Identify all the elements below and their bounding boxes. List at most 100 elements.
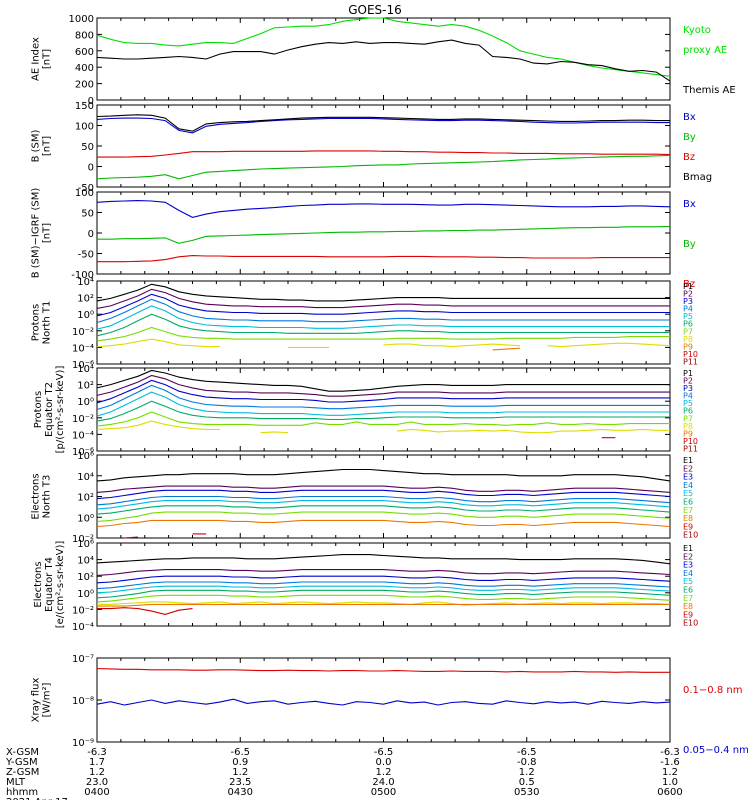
series-line-pn-5 [96,313,670,337]
ephemeris-value: 0430 [228,787,253,798]
y-tick-label: 10² [77,381,94,392]
ephemeris-value: 1.2 [89,767,105,778]
series-line-bigrf-1 [97,225,671,244]
y-tick-label: 10⁶ [77,539,94,550]
series-line-ee-1 [96,569,671,576]
series-line-ee-0 [96,554,671,565]
legend-entry: E3 [683,561,693,570]
legend-entry: proxy AE [683,45,727,56]
y-axis-label: [W/m²] [42,682,53,717]
legend-entry: P9 [683,342,693,351]
y-tick-label: 200 [75,80,94,91]
series-line-ee-9 [97,607,193,615]
y-tick-label: 10⁻² [72,327,94,338]
panel-pe: 10⁻⁶ 10⁻⁴ 10⁻² 10⁰ 10² 10⁴ Protons Equator T2 [p… [33,364,698,458]
series-line-pe-5 [96,400,670,422]
series-line-ee-8 [97,603,670,607]
series-line-en-0 [96,468,671,482]
legend-entry: E1 [683,544,693,553]
ephemeris-value: -6.5 [374,747,394,758]
y-tick-label: -100 [71,270,94,281]
ephemeris-value: -6.5 [230,747,250,758]
legend-entry: P6 [683,320,693,329]
legend-entry: E2 [683,552,693,561]
series-line-pn-7 [96,338,671,348]
y-axis-label: Protons [31,304,42,341]
y-axis-label: Xray flux [31,678,42,723]
series-line-pe-0 [96,369,670,392]
legend-entry: 0.1−0.8 nm [683,685,742,696]
legend-entry: P7 [683,414,693,423]
series-line-pn-2 [96,293,670,317]
legend-entry: E6 [683,586,693,595]
legend-entry: E2 [683,464,693,473]
panel-frame [96,367,671,452]
series-line-pn-8 [492,347,520,351]
ephemeris-value: 0.5 [519,777,535,788]
y-tick-label: 600 [75,47,94,58]
y-axis-label: [nT] [42,49,53,69]
ephemeris-row-label: Y-GSM [5,757,38,768]
series-line-pn-0 [96,283,670,302]
legend-entry: P7 [683,327,693,336]
ephemeris-row-label: X-GSM [6,747,39,758]
panel-bigrf: -100 -50 0 50 100 B (SM)−IGRF (SM) [nT] Bx By Bz [31,188,696,290]
series-line-bsm-0 [96,117,670,134]
y-tick-label: 50 [81,142,94,153]
y-tick-label: 0 [88,96,94,107]
legend-entry: E4 [683,569,693,578]
legend-entry: P10 [683,437,698,446]
legend-entry: E5 [683,577,693,586]
legend-entry: E10 [683,531,698,540]
ephemeris-value: -6.5 [517,747,537,758]
legend-entry: P11 [683,444,698,453]
y-tick-label: 10⁰ [77,397,94,408]
legend-entry: P11 [683,357,698,366]
y-tick-label: 0 [88,229,94,240]
legend-entry: By [683,239,696,250]
panel-pn: 10⁻⁶ 10⁻⁴ 10⁻² 10⁰ 10² 10⁴ Protons North T1 P1P2… [31,277,699,371]
legend-entry: E3 [683,473,693,482]
legend-entry: P1 [683,369,693,378]
y-axis-label: Equator T2 [44,382,55,437]
panel-ee: 10⁻⁴ 10⁻² 10⁰ 10² 10⁴ 10⁶ Electrons Equator T4[… [33,539,698,633]
series-line-pn-6 [96,326,670,342]
legend-entry: E9 [683,610,693,619]
y-tick-label: 0 [88,163,94,174]
series-line-pe-4 [96,391,670,417]
series-line-bigrf-0 [96,200,671,218]
y-tick-label: 10⁻⁴ [72,622,94,633]
legend-entry: E8 [683,514,693,523]
legend-entry: P4 [683,392,693,401]
y-tick-label: 10⁻⁴ [72,343,94,354]
y-tick-label: 100 [75,188,94,199]
legend-entry: Bx [683,112,696,123]
ephemeris-row-label: hhmm [6,787,38,798]
legend-entry: P8 [683,422,693,431]
legend-entry: P10 [683,350,698,359]
y-axis-label: [p/(cm²-s-sr-keV)] [55,366,66,454]
ephemeris-value: 0.9 [232,757,248,768]
y-tick-label: 100 [75,122,94,133]
y-axis-label: AE Index [31,37,42,81]
panel-frame [96,17,671,101]
y-tick-label: 10⁰ [77,589,94,600]
y-tick-label: 10⁻⁴ [72,430,94,441]
ephemeris-row-label: Z-GSM [6,767,39,778]
y-tick-label: 10⁴ [77,277,94,288]
legend-entry: Bz [683,152,695,163]
legend-entry: E4 [683,481,693,490]
ephemeris-value: 0.0 [376,757,392,768]
y-tick-label: 10⁻⁶ [72,447,94,458]
series-line-bsm-3 [96,114,670,132]
series-line-pn-3 [96,298,670,324]
legend-entry: E1 [683,456,693,465]
series-line-xray-1 [96,698,671,706]
panel-frame [96,280,671,365]
legend-entry: E7 [683,506,693,515]
y-tick-label: 10⁰ [77,513,94,524]
panel-xray: 10⁻⁹ 10⁻⁸ 10⁻⁷ Xray flux [W/m²] 0.1−0.8 nm 0.0… [31,654,749,756]
